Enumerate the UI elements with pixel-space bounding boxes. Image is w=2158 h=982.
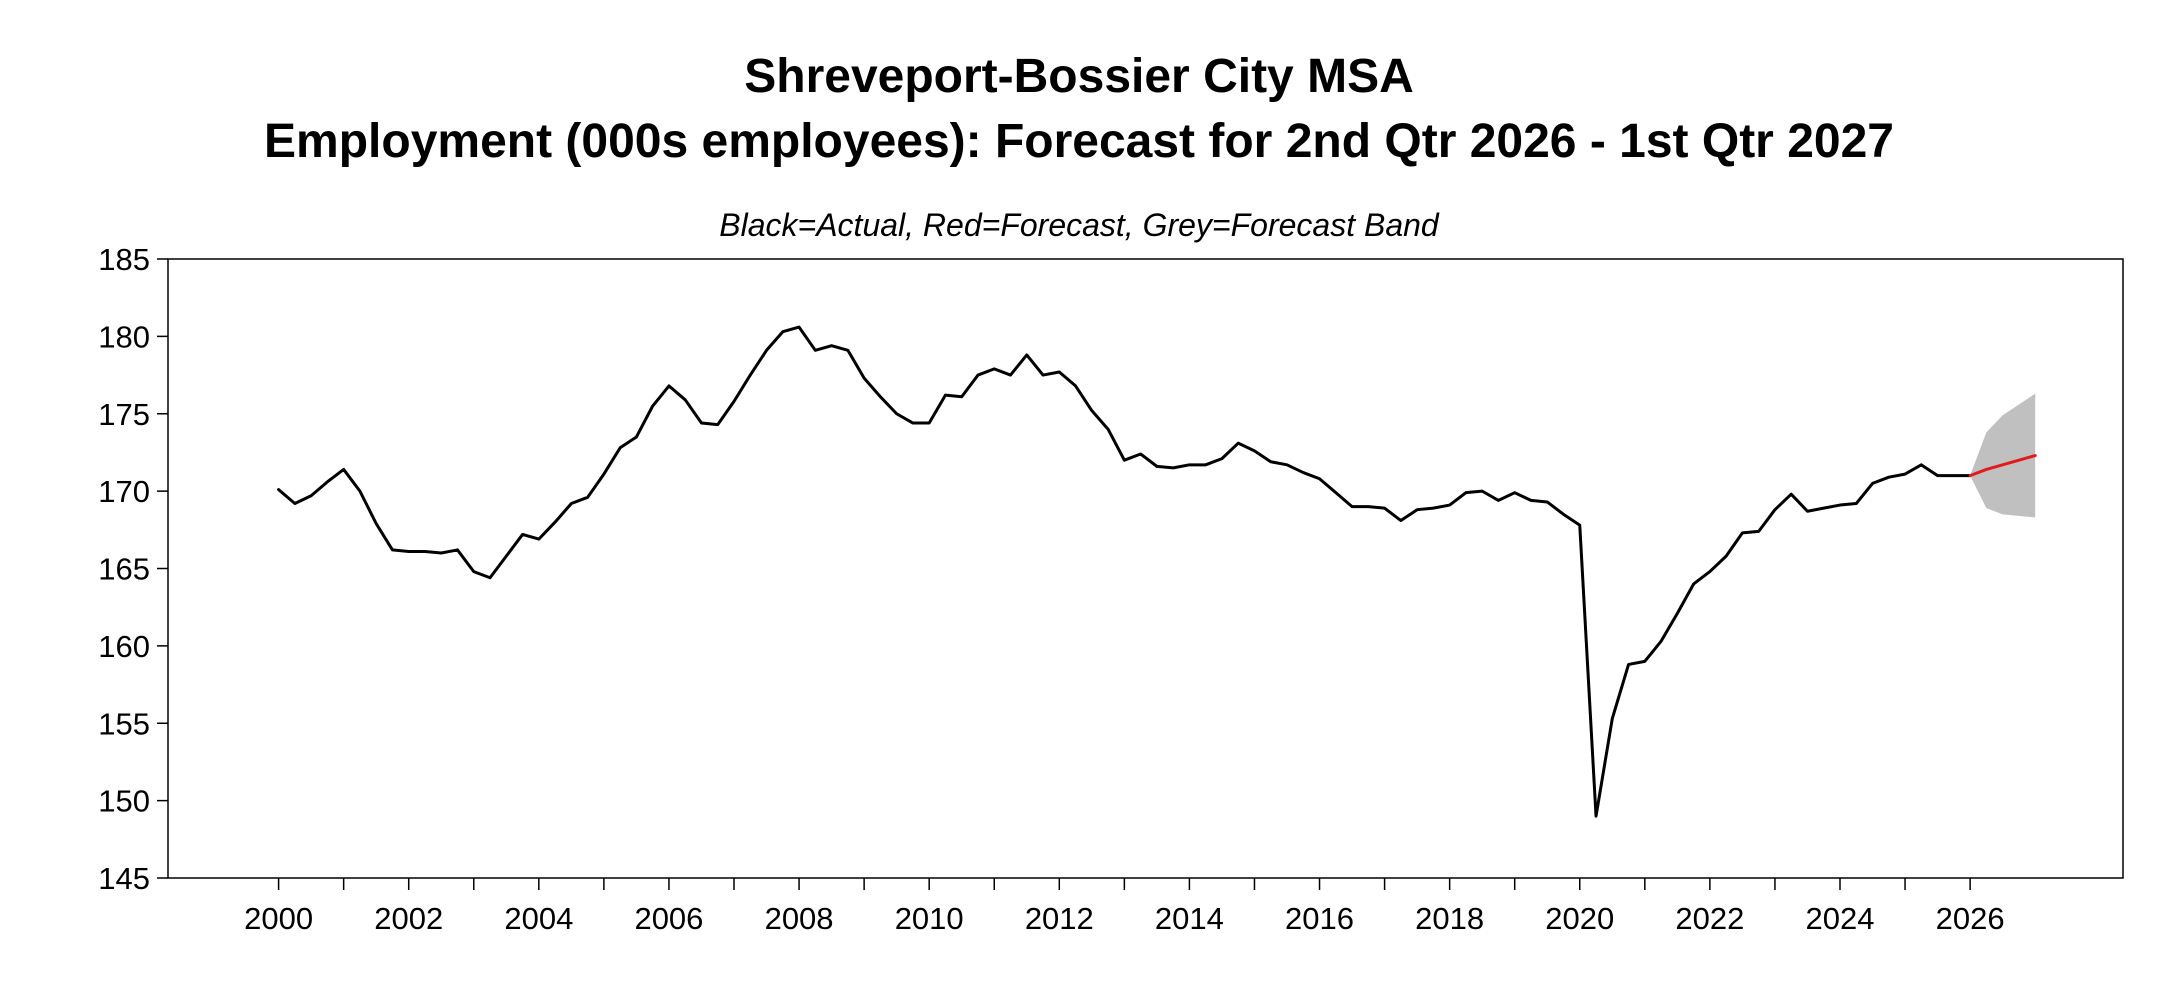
x-tick-label: 2004 bbox=[504, 901, 573, 936]
y-tick-label: 155 bbox=[98, 706, 150, 741]
x-tick-label: 2026 bbox=[1936, 901, 2005, 936]
y-tick-label: 170 bbox=[98, 474, 150, 509]
y-tick-label: 180 bbox=[98, 319, 150, 354]
x-tick-label: 2022 bbox=[1675, 901, 1744, 936]
chart-title-line2: Employment (000s employees): Forecast fo… bbox=[264, 115, 1894, 168]
x-tick-label: 2012 bbox=[1025, 901, 1094, 936]
y-tick-label: 150 bbox=[98, 784, 150, 819]
y-axis: 185 180 175 170 165 160 155 150 145 bbox=[98, 242, 168, 896]
x-tick-label: 2020 bbox=[1545, 901, 1614, 936]
x-tick-label: 2006 bbox=[634, 901, 703, 936]
x-tick-label: 2024 bbox=[1806, 901, 1875, 936]
x-tick-label: 2008 bbox=[765, 901, 834, 936]
y-tick-label: 160 bbox=[98, 629, 150, 664]
y-tick-label: 145 bbox=[98, 861, 150, 896]
x-axis: 2000 2002 2004 2006 2008 2010 2012 2014 2016 2018… bbox=[244, 878, 2005, 936]
plot-area bbox=[277, 325, 2037, 818]
plot-frame bbox=[167, 258, 2124, 879]
x-tick-label: 2018 bbox=[1415, 901, 1484, 936]
x-tick-label: 2010 bbox=[895, 901, 964, 936]
forecast-band bbox=[1970, 393, 2036, 518]
y-tick-label: 165 bbox=[98, 552, 150, 587]
x-tick-label: 2016 bbox=[1285, 901, 1354, 936]
x-tick-label: 2014 bbox=[1155, 901, 1224, 936]
series-line-forecast bbox=[1968, 454, 2037, 478]
chart-title-line1: Shreveport-Bossier City MSA bbox=[744, 50, 1414, 103]
x-tick-label: 2000 bbox=[244, 901, 313, 936]
series-line-actual bbox=[277, 325, 1972, 818]
y-tick-label: 175 bbox=[98, 397, 150, 432]
y-tick-label: 185 bbox=[98, 242, 150, 277]
chart-subtitle: Black=Actual, Red=Forecast, Grey=Forecas… bbox=[719, 207, 1440, 243]
x-tick-label: 2002 bbox=[374, 901, 443, 936]
